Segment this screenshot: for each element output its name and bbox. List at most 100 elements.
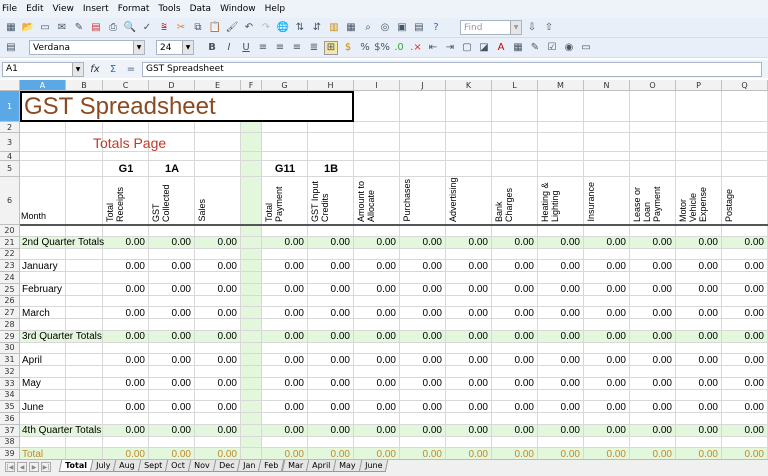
- cell-F5[interactable]: [241, 161, 262, 177]
- cell-H32[interactable]: [308, 366, 354, 378]
- cell-D32[interactable]: [149, 366, 195, 378]
- column-header-E[interactable]: E: [195, 80, 241, 91]
- cell-F4[interactable]: [241, 152, 262, 161]
- background-color-icon[interactable]: ◪: [479, 42, 489, 53]
- cell-B3[interactable]: [66, 133, 103, 152]
- cell-F36[interactable]: [241, 413, 262, 425]
- row-header-35[interactable]: 35: [0, 401, 20, 413]
- cell-F21[interactable]: [241, 236, 262, 249]
- cell-N39[interactable]: [584, 448, 630, 459]
- column-header-F[interactable]: F: [241, 80, 262, 91]
- add-decimal-icon[interactable]: .0: [394, 42, 404, 53]
- cell-F26[interactable]: [241, 295, 262, 308]
- cell-P24[interactable]: [676, 272, 722, 284]
- cell-Q2[interactable]: [722, 122, 768, 133]
- spellcheck-icon[interactable]: ✓: [142, 22, 152, 33]
- cell-N4[interactable]: [584, 152, 630, 161]
- cell-Q32[interactable]: [722, 366, 768, 378]
- cell-C36[interactable]: [103, 413, 149, 425]
- cell-Q30[interactable]: [722, 342, 768, 355]
- cell-G23[interactable]: [262, 260, 308, 272]
- cell-H23[interactable]: [308, 260, 354, 272]
- hyperlink-icon[interactable]: 🌐: [276, 22, 290, 33]
- checkbox-icon[interactable]: ☑: [547, 42, 557, 53]
- cell-I20[interactable]: [354, 225, 400, 237]
- cell-E36[interactable]: [195, 413, 241, 425]
- cell-A26[interactable]: [20, 295, 66, 308]
- cell-K34[interactable]: [446, 389, 492, 402]
- cell-I32[interactable]: [354, 366, 400, 378]
- cell-D36[interactable]: [149, 413, 195, 425]
- cell-B32[interactable]: [66, 366, 103, 378]
- cell-K21[interactable]: [446, 236, 492, 249]
- cell-A31[interactable]: [20, 354, 66, 366]
- cell-B25[interactable]: [66, 283, 103, 296]
- cell-O1[interactable]: [630, 91, 676, 122]
- cell-B2[interactable]: [66, 122, 103, 133]
- cell-E28[interactable]: [195, 319, 241, 331]
- cell-F23[interactable]: [241, 260, 262, 272]
- row-header-21[interactable]: 21: [0, 236, 20, 249]
- cell-K37[interactable]: [446, 424, 492, 437]
- cell-I21[interactable]: [354, 236, 400, 249]
- cell-N38[interactable]: [584, 436, 630, 449]
- cell-B36[interactable]: [66, 413, 103, 425]
- cell-L39[interactable]: [492, 448, 538, 459]
- cell-E21[interactable]: [195, 236, 241, 249]
- cell-M4[interactable]: [538, 152, 584, 161]
- cell-L33[interactable]: [492, 377, 538, 390]
- cell-F35[interactable]: [241, 401, 262, 413]
- chart-icon[interactable]: ▥: [329, 22, 339, 33]
- cell-Q36[interactable]: [722, 413, 768, 425]
- font-name-select[interactable]: Verdana ▼: [29, 40, 145, 55]
- cell-I26[interactable]: [354, 295, 400, 308]
- cell-I35[interactable]: [354, 401, 400, 413]
- gallery-icon[interactable]: ▣: [397, 22, 407, 33]
- menu-window[interactable]: Window: [220, 4, 256, 14]
- cell-J33[interactable]: [400, 377, 446, 390]
- cell-A39[interactable]: [20, 448, 66, 459]
- cell-I27[interactable]: [354, 307, 400, 319]
- cell-N26[interactable]: [584, 295, 630, 308]
- cell-M2[interactable]: [538, 122, 584, 133]
- align-right-icon[interactable]: ≡: [292, 42, 302, 53]
- cell-B4[interactable]: [66, 152, 103, 161]
- cell-M37[interactable]: [538, 424, 584, 437]
- row-header-27[interactable]: 27: [0, 307, 20, 319]
- cell-K38[interactable]: [446, 436, 492, 449]
- prev-sheet-icon[interactable]: ◀: [17, 462, 27, 472]
- cell-B22[interactable]: [66, 248, 103, 261]
- cell-D2[interactable]: [149, 122, 195, 133]
- cell-G30[interactable]: [262, 342, 308, 355]
- cell-N2[interactable]: [584, 122, 630, 133]
- bold-button[interactable]: B: [208, 42, 216, 53]
- cell-B37[interactable]: [66, 424, 103, 437]
- cell-K33[interactable]: [446, 377, 492, 390]
- cell-J20[interactable]: [400, 225, 446, 237]
- column-header-G[interactable]: G: [262, 80, 308, 91]
- cell-E20[interactable]: [195, 225, 241, 237]
- sheet-tab-feb[interactable]: Feb: [258, 460, 285, 472]
- cell-Q28[interactable]: [722, 319, 768, 331]
- cell-G35[interactable]: [262, 401, 308, 413]
- cell-L36[interactable]: [492, 413, 538, 425]
- cell-J34[interactable]: [400, 389, 446, 402]
- cell-Q34[interactable]: [722, 389, 768, 402]
- cell-L5[interactable]: [492, 161, 538, 177]
- row-header-24[interactable]: 24: [0, 272, 20, 284]
- cell-G27[interactable]: [262, 307, 308, 319]
- cell-O2[interactable]: [630, 122, 676, 133]
- cell-J4[interactable]: [400, 152, 446, 161]
- cell-A2[interactable]: [20, 122, 66, 133]
- cell-P20[interactable]: [676, 225, 722, 237]
- cell-J5[interactable]: [400, 161, 446, 177]
- cell-F37[interactable]: [241, 424, 262, 437]
- cell-M3[interactable]: [538, 133, 584, 152]
- cell-M28[interactable]: [538, 319, 584, 331]
- cell-C39[interactable]: [103, 448, 149, 459]
- cell-G2[interactable]: [262, 122, 308, 133]
- cell-K29[interactable]: [446, 330, 492, 343]
- cell-O36[interactable]: [630, 413, 676, 425]
- sheet-tab-june[interactable]: June: [358, 460, 389, 472]
- cell-C25[interactable]: [103, 283, 149, 296]
